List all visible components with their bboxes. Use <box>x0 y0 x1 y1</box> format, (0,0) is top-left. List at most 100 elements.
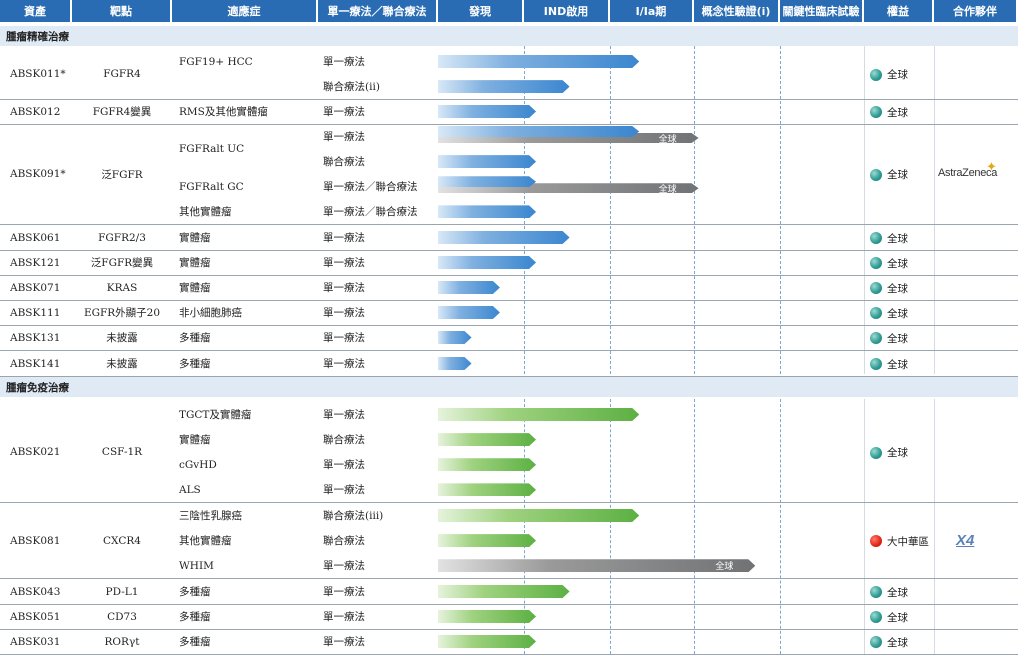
asset-name: ABSK043 <box>10 585 61 598</box>
row-divider <box>0 124 1018 126</box>
progress-bar <box>438 176 536 187</box>
progress-bar <box>438 433 536 446</box>
target-name: KRAS <box>106 281 138 294</box>
progress-bar <box>438 534 536 547</box>
progress-bar <box>438 408 639 421</box>
rights-badge: 全球 <box>870 635 908 650</box>
progress-bar <box>438 306 500 319</box>
progress-bar <box>438 610 536 623</box>
partner-rights-label: 全球 <box>658 185 677 196</box>
column-divider <box>864 46 865 374</box>
therapy: 單一療法 <box>323 484 365 497</box>
stage-divider <box>610 46 611 374</box>
stage-divider <box>780 46 781 374</box>
indication: 多種瘤 <box>179 636 211 649</box>
progress-bar <box>438 281 500 294</box>
therapy: 單一療法 <box>323 636 365 649</box>
indication: 實體瘤 <box>179 282 211 295</box>
globe-icon <box>870 332 882 345</box>
rights-label: 全球 <box>887 232 908 245</box>
rights-label: 全球 <box>887 69 908 82</box>
stage-divider <box>610 399 611 654</box>
rights-label: 全球 <box>887 358 908 371</box>
row-divider <box>0 578 1018 580</box>
x4-logo: X4 <box>956 531 975 549</box>
progress-bar <box>438 55 639 68</box>
globe-icon <box>870 168 882 181</box>
target-name: CD73 <box>107 610 137 623</box>
progress-bar <box>438 205 536 218</box>
header-poc: 概念性驗證(i) <box>694 0 780 22</box>
row-divider <box>0 502 1018 504</box>
target-name: FGFR2/3 <box>98 231 146 244</box>
rights-badge: 全球 <box>870 445 908 460</box>
asset-name: ABSK081 <box>10 534 61 547</box>
asset-name: ABSK111 <box>10 306 61 319</box>
rights-label: 全球 <box>887 257 908 270</box>
partner-progress-bar <box>438 133 699 143</box>
target-name: 泛FGFR <box>101 168 143 181</box>
indication: 多種瘤 <box>179 332 211 345</box>
rights-label: 全球 <box>887 611 908 624</box>
indication: 非小細胞肺癌 <box>179 307 242 320</box>
asset-name: ABSK071 <box>10 281 61 294</box>
row-divider <box>0 654 1018 656</box>
rights-label: 全球 <box>887 282 908 295</box>
progress-bar <box>438 331 472 344</box>
rights-badge: 全球 <box>870 331 908 346</box>
therapy: 聯合療法(iii) <box>323 510 384 523</box>
therapy: 單一療法 <box>323 56 365 69</box>
therapy: 單一療法 <box>323 358 365 371</box>
globe-icon <box>870 282 882 295</box>
therapy: 單一療法 <box>323 257 365 270</box>
astrazeneca-symbol-icon: ✦ <box>986 159 997 175</box>
progress-bar <box>438 231 570 244</box>
asset-name: ABSK131 <box>10 331 61 344</box>
therapy: 單一療法 <box>323 409 365 422</box>
indication: 三陰性乳腺癌 <box>179 510 242 523</box>
asset-name: ABSK051 <box>10 610 61 623</box>
header-pivotal: 關鍵性臨床試驗 <box>780 0 864 22</box>
rights-label: 全球 <box>887 332 908 345</box>
progress-bar <box>438 509 639 522</box>
asset-name: ABSK031 <box>10 635 61 648</box>
asset-name: ABSK141 <box>10 357 61 370</box>
rights-badge: 全球 <box>870 610 908 625</box>
target-name: FGFR4變異 <box>92 106 152 119</box>
row-divider <box>0 350 1018 352</box>
target-name: FGFR4 <box>103 68 141 81</box>
progress-bar <box>438 155 536 168</box>
asset-name: ABSK011* <box>10 68 66 81</box>
indication: TGCT及實體瘤 <box>179 409 252 422</box>
progress-bar <box>438 585 570 598</box>
row-divider <box>0 224 1018 226</box>
progress-bar <box>438 635 536 648</box>
row-divider <box>0 300 1018 302</box>
therapy: 單一療法 <box>323 459 365 472</box>
rights-label: 大中華區 <box>887 535 929 548</box>
indication: 其他實體瘤 <box>179 206 232 219</box>
progress-bar <box>438 105 536 118</box>
rights-label: 全球 <box>887 447 908 460</box>
section-title: 腫瘤免疫治療 <box>0 377 1018 397</box>
asset-name: ABSK121 <box>10 256 61 269</box>
indication: 多種瘤 <box>179 586 211 599</box>
therapy: 聯合療法 <box>323 434 365 447</box>
asset-name: ABSK021 <box>10 446 61 459</box>
header-rights: 權益 <box>864 0 934 22</box>
rights-badge: 全球 <box>870 167 908 182</box>
row-divider <box>0 629 1018 631</box>
globe-icon <box>870 307 882 320</box>
target-name: 未披露 <box>106 332 138 345</box>
indication: 實體瘤 <box>179 434 211 447</box>
globe-icon <box>870 446 882 459</box>
globe-icon <box>870 68 882 81</box>
therapy: 單一療法 <box>323 282 365 295</box>
asset-name: ABSK091* <box>10 168 66 181</box>
header-therapy: 單一療法／聯合療法 <box>318 0 438 22</box>
row-divider <box>0 275 1018 277</box>
therapy: 單一療法 <box>323 106 365 119</box>
rights-badge: 全球 <box>870 585 908 600</box>
rights-badge: 全球 <box>870 67 908 82</box>
